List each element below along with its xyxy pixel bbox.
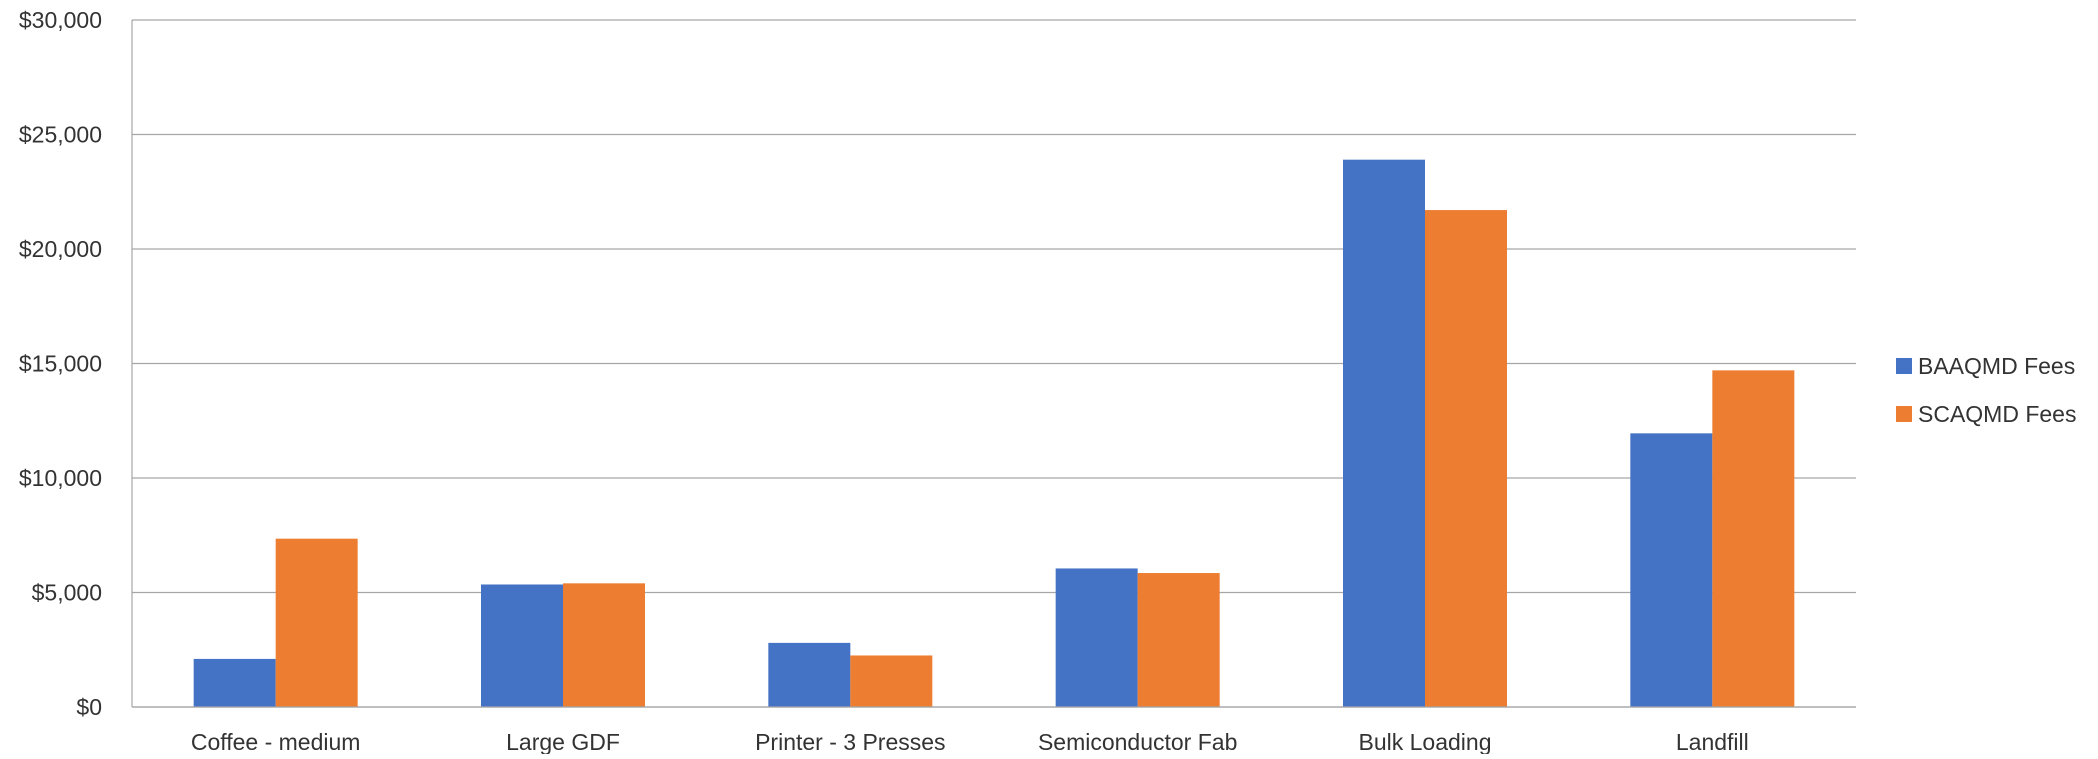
x-tick-label: Semiconductor Fab: [1038, 729, 1237, 754]
y-tick-label: $15,000: [19, 351, 102, 377]
bar-scaqmd: [563, 583, 645, 707]
y-tick-label: $25,000: [19, 122, 102, 148]
legend-label-scaqmd: SCAQMD Fees: [1918, 400, 2077, 427]
x-tick-label: Large GDF: [506, 729, 620, 754]
bar-baaqmd: [1343, 159, 1425, 707]
y-tick-label: $0: [76, 694, 102, 720]
legend-item-baaqmd: BAAQMD Fees: [1896, 342, 2076, 390]
legend-label-baaqmd: BAAQMD Fees: [1918, 352, 2076, 379]
legend: BAAQMD Fees SCAQMD Fees: [1896, 342, 2076, 438]
bar-scaqmd: [1137, 573, 1220, 707]
bar-scaqmd: [1712, 370, 1795, 707]
x-tick-label: Landfill: [1676, 729, 1749, 754]
bar-scaqmd: [850, 655, 933, 707]
bar-baaqmd: [1630, 433, 1713, 707]
y-tick-label: $20,000: [19, 236, 102, 262]
bar-baaqmd: [768, 642, 851, 707]
x-tick-label: Printer - 3 Presses: [755, 729, 945, 754]
bar-baaqmd: [1055, 568, 1138, 707]
bar-baaqmd: [481, 584, 563, 707]
y-tick-label: $10,000: [19, 465, 102, 491]
bar-baaqmd: [193, 658, 276, 707]
legend-item-scaqmd: SCAQMD Fees: [1896, 390, 2076, 438]
legend-swatch-scaqmd: [1896, 406, 1912, 422]
y-tick-label: $30,000: [19, 7, 102, 33]
bar-scaqmd: [1425, 210, 1507, 707]
x-tick-label: Bulk Loading: [1359, 729, 1492, 754]
y-tick-label: $5,000: [32, 580, 102, 606]
bar-scaqmd: [275, 538, 358, 707]
legend-swatch-baaqmd: [1896, 358, 1912, 374]
x-tick-label: Coffee - medium: [191, 729, 361, 754]
